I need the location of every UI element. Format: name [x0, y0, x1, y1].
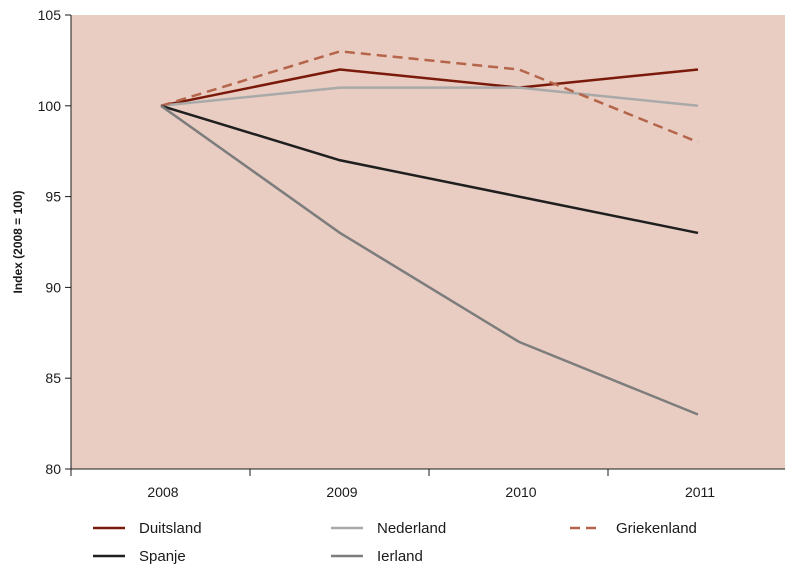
legend: Duitsland Nederland Griekenland Spanje Ierla… — [93, 520, 697, 565]
x-tick-label-2008: 2008 — [147, 484, 178, 500]
y-tick-label-85: 85 — [45, 370, 61, 386]
series-line-spanje — [160, 104, 699, 235]
legend-label-ierland: Ierland — [377, 548, 423, 565]
y-tick-label-95: 95 — [45, 189, 61, 205]
y-tick-label-100: 100 — [38, 98, 62, 114]
series-line-ierland — [160, 104, 699, 416]
y-axis-title: Index (2008 = 100) — [11, 190, 25, 293]
y-tick-label-80: 80 — [45, 461, 61, 477]
series-line-duitsland — [160, 68, 699, 108]
y-tick-label-105: 105 — [38, 7, 62, 23]
x-tick-label-2011: 2011 — [685, 484, 715, 500]
series-layer — [160, 50, 699, 416]
series-line-griekenland — [160, 50, 699, 144]
plot-area — [71, 15, 785, 469]
legend-label-nederland: Nederland — [377, 520, 446, 537]
legend-label-griekenland: Griekenland — [616, 520, 697, 537]
x-tick-label-2010: 2010 — [505, 484, 536, 500]
legend-label-spanje: Spanje — [139, 548, 186, 565]
legend-label-duitsland: Duitsland — [139, 520, 202, 537]
y-tick-label-90: 90 — [45, 279, 61, 295]
series-line-nederland — [160, 86, 699, 108]
axes-layer: 80 85 90 95 100 105 2008 2009 2010 2011 — [38, 7, 785, 500]
x-tick-label-2009: 2009 — [326, 484, 357, 500]
